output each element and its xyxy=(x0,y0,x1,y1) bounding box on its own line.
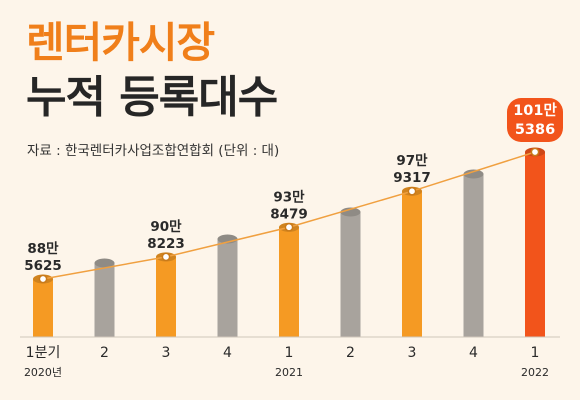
x-tick-label-2: 2 xyxy=(100,345,109,361)
trend-point-5 xyxy=(530,147,540,157)
trend-point-4 xyxy=(407,186,417,196)
value-label-7-line2: 9317 xyxy=(393,170,431,186)
value-label-5-line1: 93만 xyxy=(273,189,305,205)
value-label-1-line1: 88만 xyxy=(27,241,59,257)
chart-title-line1: 렌터카시장 xyxy=(26,18,215,67)
bar-5 xyxy=(279,227,299,337)
x-tick-label-1: 1분기 xyxy=(26,345,61,361)
trend-point-3 xyxy=(284,222,294,232)
value-label-3-line2: 8223 xyxy=(147,236,185,252)
x-year-label-9: 2022 xyxy=(521,366,549,379)
x-tick-label-6: 2 xyxy=(346,345,355,361)
bar-6 xyxy=(340,212,361,337)
x-tick-label-7: 3 xyxy=(408,345,417,361)
bar-3 xyxy=(156,256,176,337)
x-axis-group: 1분기 2020년 2 3 4 1 2021 2 3 4 1 2022 xyxy=(20,336,560,379)
trend-point-2 xyxy=(161,252,171,262)
bar-cap-6 xyxy=(340,207,361,217)
trend-point-1 xyxy=(38,274,48,284)
x-tick-label-4: 4 xyxy=(223,345,232,361)
value-label-7-line1: 97만 xyxy=(396,153,428,169)
x-tick-label-9: 1 xyxy=(531,345,540,361)
bar-2 xyxy=(94,263,115,337)
bar-7 xyxy=(402,191,422,337)
bars-group xyxy=(33,147,545,337)
x-tick-label-8: 4 xyxy=(469,345,478,361)
value-label-1-line2: 5625 xyxy=(24,258,62,274)
value-label-3-line1: 90만 xyxy=(150,219,182,235)
x-year-label-1: 2020년 xyxy=(24,366,62,379)
x-year-label-5: 2021 xyxy=(275,366,303,379)
chart-source-note: 자료 : 한국렌터카사업조합연합회 (단위 : 대) xyxy=(27,143,280,159)
bar-1 xyxy=(33,279,53,337)
bar-4 xyxy=(217,239,238,337)
value-label-9-line1: 101만 xyxy=(513,102,557,119)
x-tick-label-5: 1 xyxy=(285,345,294,361)
value-label-5-line2: 8479 xyxy=(270,206,308,222)
highlight-badge xyxy=(507,98,563,142)
bar-8 xyxy=(463,174,484,337)
x-tick-label-3: 3 xyxy=(162,345,171,361)
bar-cap-2 xyxy=(94,258,115,268)
value-label-9-line2: 5386 xyxy=(515,122,555,138)
trend-line-group xyxy=(38,147,540,284)
chart-title-line2: 누적 등록대수 xyxy=(26,72,278,123)
bar-9 xyxy=(525,152,545,337)
bar-cap-8 xyxy=(463,169,484,179)
